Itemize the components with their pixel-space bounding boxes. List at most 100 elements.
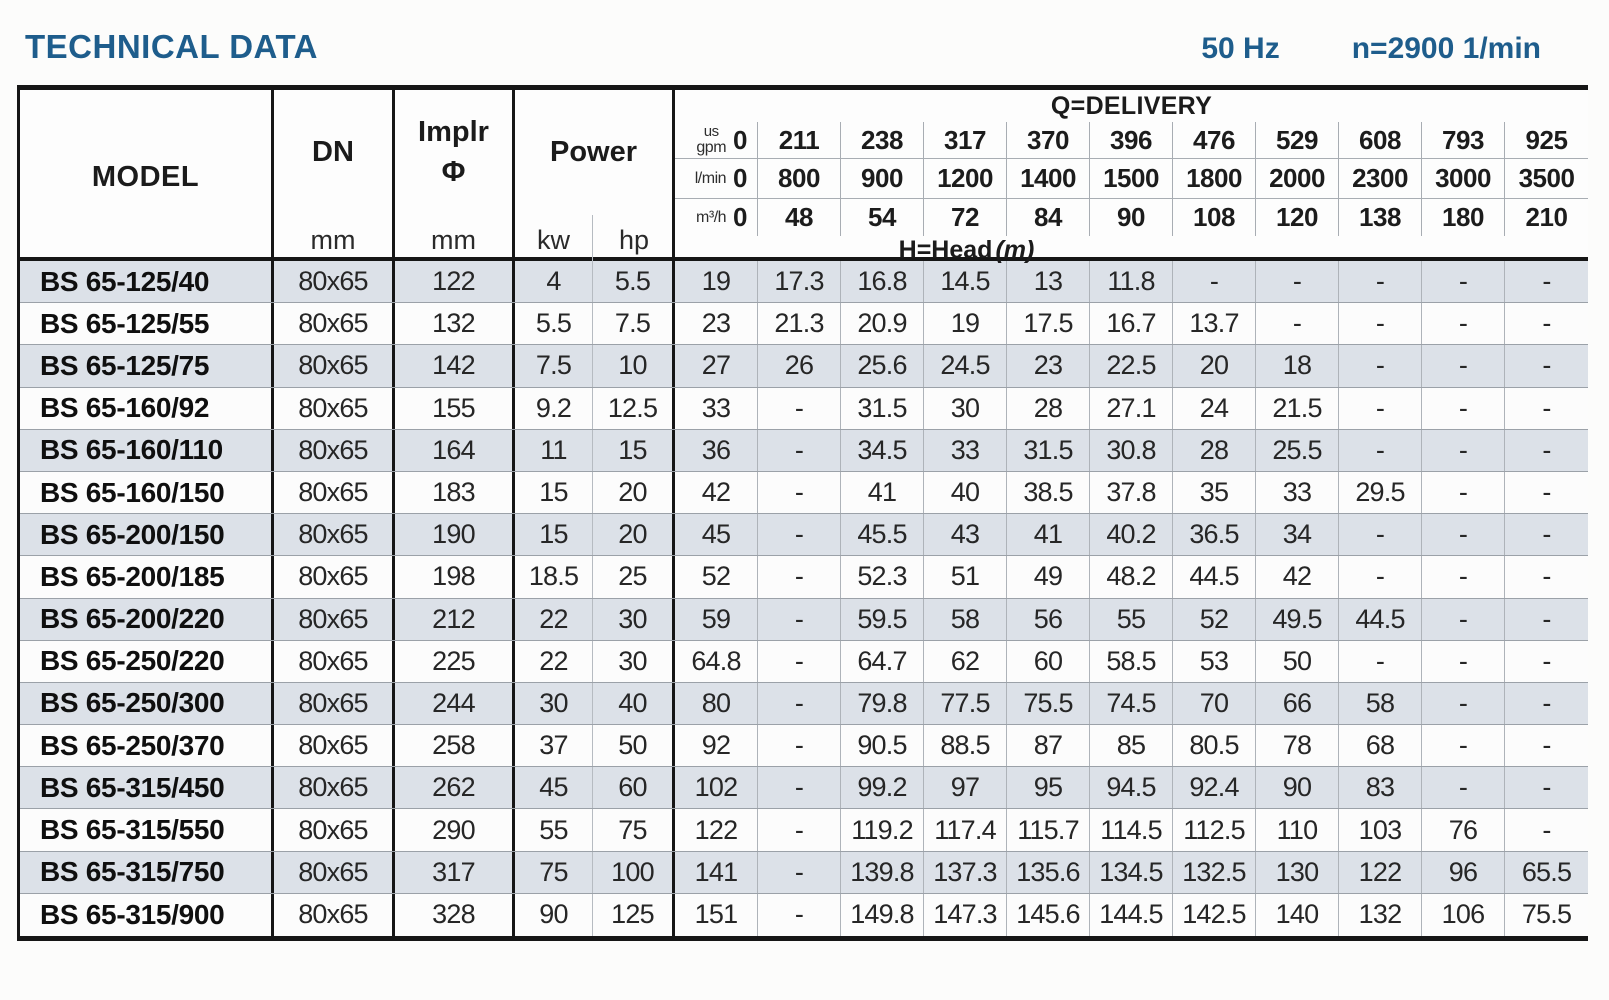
delivery-value-cell: 1200 [924,159,1007,198]
impeller-cell: 317 [395,851,515,893]
head-value-cell: - [1542,392,1551,423]
head-value-cell: 49 [1007,556,1090,598]
head-value-cell: 44.5 [1173,556,1256,598]
head-value-cell: - [1339,429,1422,471]
power-hp-cell: 25 [593,556,675,598]
head-value-cell: 110 [1256,809,1339,851]
head-value-cell: - [1542,308,1551,339]
delivery-value-cell: 800 [758,159,841,198]
head-value-cell: 95 [1007,767,1090,809]
delivery-value-cell: 317 [924,122,1007,158]
model-cell: BS 65-315/750 [20,851,274,893]
impeller-header-line1: Implr [418,116,489,149]
head-value-cell: 16.8 [841,261,924,303]
model-cell: BS 65-250/300 [20,682,274,725]
head-value-cell: 19 [675,261,758,303]
head-value-cell: 76 [1422,809,1505,851]
head-value-cell: 149.8 [841,893,924,936]
head-value-cell: 41 [841,471,924,514]
model-cell: BS 65-125/75 [20,345,274,387]
dn-header-label: DN [312,135,354,168]
table-row: BS 65-160/150 80x65 183 15 20 42-41 40 38.5 37.8… [20,471,1588,515]
head-value-cell: - [758,429,841,471]
power-hp-cell: 30 [593,598,675,640]
model-cell: BS 65-250/220 [20,640,274,682]
head-value-cell: 58.5 [1090,640,1173,682]
delivery-unit-rows: us gpm 0 211 238 317 370 396 476 529 608 793 925 l/mi… [675,122,1588,236]
page-title: TECHNICAL DATA [25,28,318,65]
column-header-dn: DN mm [274,90,395,265]
head-value-cell: 102 [675,767,758,809]
head-value-cell: - [1422,261,1505,303]
delivery-value-cell: 793 [1422,122,1505,158]
power-kw-cell: 15 [515,471,593,514]
head-value-cell: 30 [924,387,1007,429]
delivery-unit-cell-zero: us gpm 0 [675,122,758,158]
head-value-cell: - [758,809,841,851]
head-value-cell: 114.5 [1090,809,1173,851]
model-cell: BS 65-200/185 [20,556,274,598]
head-value-cell: - [758,893,841,936]
head-value-cell: 42 [1256,556,1339,598]
table-row: BS 65-200/150 80x65 190 15 20 45-45.5 43 41 40.2… [20,514,1588,557]
head-value-cell: 38.5 [1007,471,1090,514]
head-value-cell: 145.6 [1007,893,1090,936]
head-value-cell: 132.5 [1173,851,1256,893]
delivery-value-cell: 396 [1090,122,1173,158]
head-value-cell: 23 [675,303,758,345]
page-header: TECHNICAL DATA 50 Hz n=2900 1/min [25,28,1541,66]
head-value-cell: - [758,471,841,514]
head-value-cell: - [1422,387,1505,429]
dn-cell: 80x65 [274,640,395,682]
flow-unit-label: m³/h [696,209,727,225]
impeller-cell: 328 [395,893,515,936]
power-kw-cell: 30 [515,682,593,725]
power-kw-cell: 18.5 [515,556,593,598]
head-value-cell: - [1339,514,1422,556]
impeller-cell: 183 [395,471,515,514]
delivery-unit-row: m³/h 0 48 54 72 84 90 108 120 138 180 210 [675,199,1588,236]
model-header-label: MODEL [91,161,200,193]
head-value-cell: - [1422,471,1505,514]
head-value-cell: 21.5 [1256,387,1339,429]
head-unit-label: (m) [995,236,1035,264]
power-hp-cell: 10 [593,345,675,387]
head-value-cell: - [1542,645,1551,676]
dn-cell: 80x65 [274,682,395,725]
delivery-value-cell: 120 [1256,199,1339,236]
head-value-cell: - [758,598,841,640]
head-value-cell: 19 [924,303,1007,345]
head-value-cell: 137.3 [924,851,1007,893]
head-value-cell: 31.5 [841,387,924,429]
power-header-label: Power [549,135,638,168]
model-cell: BS 65-200/150 [20,514,274,556]
head-value-cell: 151 [675,893,758,936]
head-value-cell: 94.5 [1090,767,1173,809]
head-value-cell: 41 [1007,514,1090,556]
head-value-cell: 75.5 [1007,682,1090,725]
dn-cell: 80x65 [274,303,395,345]
head-value-cell: 64.7 [841,640,924,682]
model-cell: BS 65-160/150 [20,471,274,514]
head-value-cell: 16.7 [1090,303,1173,345]
head-value-cell: - [1422,767,1505,809]
delivery-value-cell: 238 [841,122,924,158]
impeller-cell: 244 [395,682,515,725]
table-header: MODEL DN mm Implr Φ mm Power kw hp [20,90,1588,265]
power-unit-labels: kw hp [515,215,672,265]
head-value-cell: - [1422,598,1505,640]
head-value-cell: 24.5 [924,345,1007,387]
head-value-cell: 17.5 [1007,303,1090,345]
hp-unit-label: hp [618,224,650,255]
technical-data-table: MODEL DN mm Implr Φ mm Power kw hp [17,85,1588,941]
head-value-cell: - [758,767,841,809]
head-value-cell: - [1256,303,1339,345]
head-value-cell: - [1173,261,1256,303]
power-hp-cell: 20 [593,471,675,514]
head-value-cell: 11.8 [1090,261,1173,303]
head-value-cell: 80.5 [1173,725,1256,767]
head-value-cell: 60 [1007,640,1090,682]
head-value-cell: - [1542,350,1551,381]
model-cell: BS 65-315/450 [20,767,274,809]
impeller-cell: 290 [395,809,515,851]
